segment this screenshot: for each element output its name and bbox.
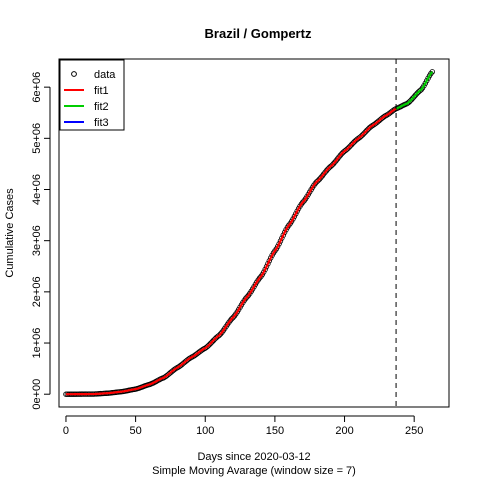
data-point: [405, 99, 412, 106]
data-point: [330, 161, 337, 167]
data-point: [368, 123, 374, 130]
y-tick-label: 1e+06: [31, 328, 43, 359]
data-point: [408, 97, 415, 103]
data-point: [424, 78, 430, 84]
y-tick-label: 2e+06: [31, 276, 43, 307]
data-point: [205, 343, 211, 349]
chart-title: Brazil / Gompertz: [205, 26, 312, 41]
legend-label-fit2: fit2: [94, 101, 109, 113]
data-point: [244, 294, 250, 300]
y-axis: 0e+00 1e+06 2e+06 3e+06 4e+06 5e+06 6e+06: [31, 72, 51, 410]
data-point: [344, 146, 351, 152]
y-tick-label: 0e+00: [31, 379, 43, 410]
x-axis-sublabel: Simple Moving Avarage (window size = 7): [152, 465, 356, 477]
data-point: [198, 347, 204, 354]
data-point: [414, 90, 420, 97]
legend-swatch-data: [71, 71, 77, 77]
data-point: [185, 356, 192, 362]
x-tick-label: 250: [405, 425, 423, 437]
data-point: [323, 167, 330, 174]
x-axis-label: Days since 2020-03-12: [197, 451, 310, 463]
x-tick-label: 200: [335, 425, 353, 437]
data-point: [300, 199, 306, 205]
data-point: [209, 339, 215, 345]
legend-label-fit3: fit3: [94, 117, 109, 129]
data-point: [171, 366, 178, 373]
data-point: [242, 295, 249, 302]
data-point: [329, 162, 335, 168]
data-point: [362, 129, 369, 135]
data-point: [230, 314, 236, 321]
data-point: [316, 176, 323, 182]
data-point: [412, 92, 419, 98]
data-point: [216, 332, 222, 339]
data-point: [256, 275, 263, 281]
data-point: [346, 144, 352, 151]
fit1-series: [65, 107, 397, 396]
data-point: [411, 93, 417, 100]
data-point: [199, 347, 206, 353]
legend: data fit1 fit2 fit3: [59, 59, 125, 131]
data-point: [417, 88, 423, 94]
data-point: [217, 331, 224, 337]
data-point: [337, 152, 344, 159]
legend-label-data: data: [94, 69, 116, 81]
y-axis-label: Cumulative Cases: [4, 188, 16, 278]
x-axis: 0 50 100 150 200 250: [63, 415, 423, 437]
data-point: [229, 316, 235, 322]
legend-label-fit1: fit1: [94, 85, 109, 97]
data-point: [208, 340, 214, 346]
data-point: [206, 341, 213, 348]
fit2-line: [395, 71, 434, 110]
data-point: [364, 127, 370, 134]
data-point: [322, 169, 328, 176]
x-tick-label: 0: [63, 425, 69, 437]
y-tick-label: 5e+06: [31, 123, 43, 154]
data-point: [380, 114, 387, 120]
data-point: [359, 132, 366, 138]
x-tick-label: 100: [196, 425, 214, 437]
data-point: [318, 174, 324, 181]
x-tick-label: 50: [129, 425, 141, 437]
data-point: [315, 177, 321, 184]
data-point: [410, 95, 416, 101]
data-point: [332, 159, 338, 165]
data-point: [227, 317, 234, 324]
data-point: [336, 154, 342, 160]
fit1-line: [65, 107, 397, 396]
data-point: [407, 98, 413, 104]
fit2-series: [395, 71, 434, 110]
x-tick-label: 150: [266, 425, 284, 437]
data-point: [350, 140, 356, 146]
data-point: [210, 337, 217, 343]
data-point: [390, 107, 396, 114]
y-tick-label: 6e+06: [31, 72, 43, 103]
data-point: [358, 133, 364, 139]
data-point: [312, 180, 318, 187]
plot-frame: [58, 58, 450, 408]
legend-box: [59, 59, 125, 131]
y-tick-label: 3e+06: [31, 225, 43, 256]
data-point: [347, 143, 353, 149]
data-point: [361, 130, 367, 137]
y-tick-label: 4e+06: [31, 174, 43, 205]
data-point: [429, 69, 435, 75]
data-point: [348, 142, 355, 148]
